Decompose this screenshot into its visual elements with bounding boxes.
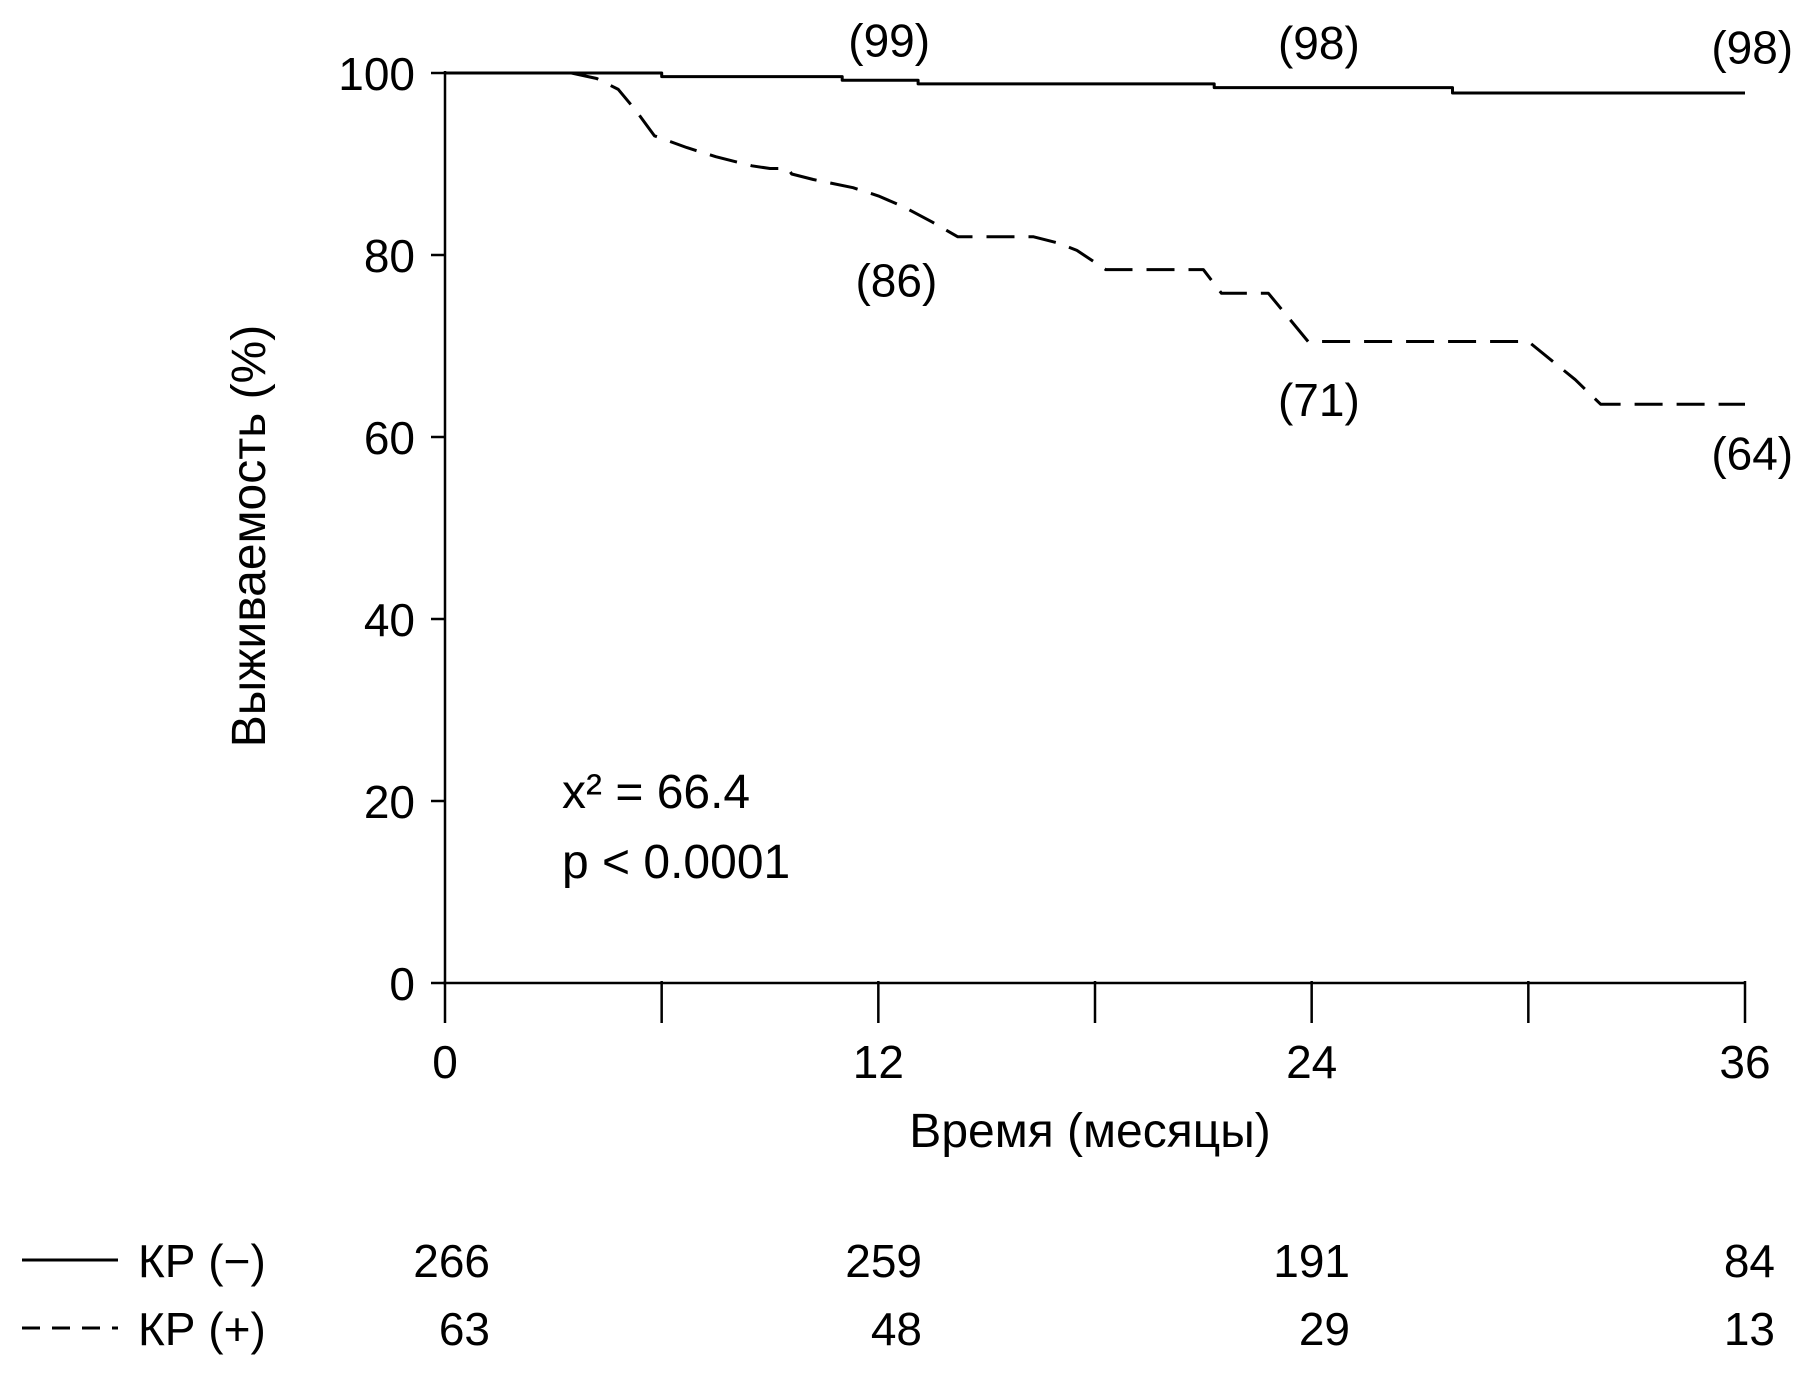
at-risk-count: 191 <box>1273 1235 1350 1287</box>
series-layer <box>445 71 1745 406</box>
p-value-stat: p < 0.0001 <box>562 836 790 889</box>
legend-label: КР (−) <box>138 1235 266 1287</box>
y-tick-label: 80 <box>364 230 415 282</box>
x-tick-label: 12 <box>853 1036 904 1088</box>
data-label: (86) <box>855 255 937 307</box>
data-label: (99) <box>848 14 930 66</box>
x-tick-label: 36 <box>1719 1036 1770 1088</box>
at-risk-count: 84 <box>1724 1235 1775 1287</box>
series-line-kr-negative <box>445 71 1745 95</box>
data-label: (64) <box>1711 427 1793 479</box>
y-axis-label: Выживаемость (%) <box>223 325 276 747</box>
axes: 0 20 40 60 80 100 0 12 24 36 <box>338 48 1770 1088</box>
y-tick-label: 60 <box>364 412 415 464</box>
data-label: (98) <box>1278 17 1360 69</box>
series-line-kr-positive <box>445 71 1745 406</box>
y-tick-label: 100 <box>338 48 415 100</box>
x-axis-label: Время (месяцы) <box>909 1105 1270 1158</box>
x-tick-label: 24 <box>1286 1036 1337 1088</box>
data-label: (71) <box>1278 374 1360 426</box>
chi-square-stat: x² = 66.4 <box>562 766 750 819</box>
y-tick-label: 0 <box>389 958 415 1010</box>
at-risk-count: 29 <box>1299 1303 1350 1355</box>
at-risk-count: 259 <box>845 1235 922 1287</box>
legend: КР (−) 266 259 191 84 КР (+) 63 48 29 13 <box>22 1235 1775 1355</box>
x-tick-label: 0 <box>432 1036 458 1088</box>
y-tick-label: 20 <box>364 776 415 828</box>
at-risk-count: 13 <box>1724 1303 1775 1355</box>
y-tick-label: 40 <box>364 594 415 646</box>
data-label: (98) <box>1711 22 1793 74</box>
annotations-layer: (99) (98) (98) (86) (71) (64) <box>848 14 1793 479</box>
at-risk-count: 63 <box>439 1303 490 1355</box>
at-risk-count: 266 <box>413 1235 490 1287</box>
at-risk-count: 48 <box>871 1303 922 1355</box>
legend-label: КР (+) <box>138 1303 266 1355</box>
